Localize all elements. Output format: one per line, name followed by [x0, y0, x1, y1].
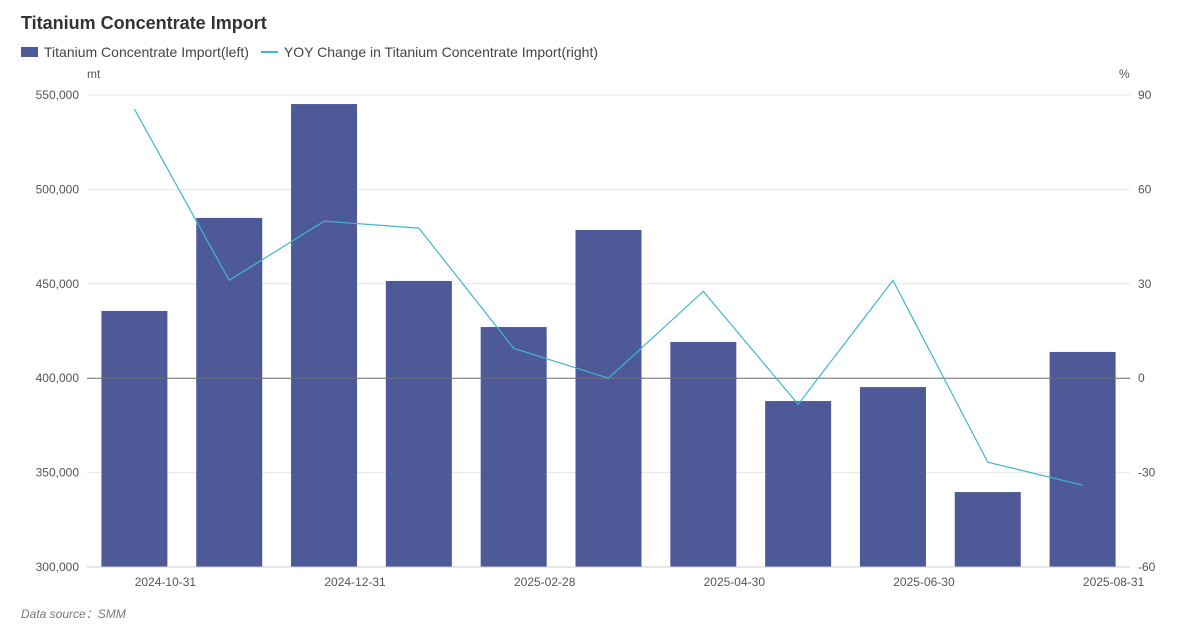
bar [385, 280, 452, 567]
bar [196, 217, 263, 567]
right-tick-label: 90 [1138, 88, 1152, 102]
left-tick-label: 350,000 [36, 466, 80, 480]
legend: Titanium Concentrate Import(left) YOY Ch… [21, 44, 598, 60]
left-axis-unit: mt [87, 67, 101, 81]
x-tick-label: 2025-08-31 [1083, 575, 1145, 589]
bar [101, 310, 168, 567]
right-tick-label: 0 [1138, 371, 1145, 385]
data-source: Data source：SMM [21, 607, 126, 621]
right-tick-label: 30 [1138, 277, 1152, 291]
bar [1049, 351, 1116, 567]
bar [670, 341, 737, 567]
legend-bar-swatch[interactable] [21, 47, 38, 57]
right-axis-unit: % [1119, 67, 1130, 81]
x-tick-label: 2025-04-30 [704, 575, 766, 589]
bar [954, 492, 1021, 567]
bar [480, 327, 547, 567]
left-tick-label: 500,000 [36, 182, 80, 196]
left-tick-label: 450,000 [36, 277, 80, 291]
legend-bar-label[interactable]: Titanium Concentrate Import(left) [44, 44, 249, 60]
right-tick-label: -60 [1138, 560, 1156, 574]
left-tick-label: 550,000 [36, 88, 80, 102]
bar [859, 387, 926, 567]
right-tick-label: 60 [1138, 182, 1152, 196]
x-tick-label: 2024-12-31 [324, 575, 386, 589]
bar [291, 104, 358, 567]
right-tick-label: -30 [1138, 466, 1156, 480]
x-tick-label: 2025-06-30 [893, 575, 955, 589]
bar [765, 401, 832, 567]
left-tick-label: 300,000 [36, 560, 80, 574]
chart-title: Titanium Concentrate Import [21, 13, 267, 33]
left-tick-label: 400,000 [36, 371, 80, 385]
legend-line-label[interactable]: YOY Change in Titanium Concentrate Impor… [283, 44, 599, 60]
bar [575, 229, 642, 567]
legend-line-swatch[interactable] [260, 51, 278, 53]
x-tick-label: 2024-10-31 [135, 575, 197, 589]
x-tick-label: 2025-02-28 [514, 575, 576, 589]
